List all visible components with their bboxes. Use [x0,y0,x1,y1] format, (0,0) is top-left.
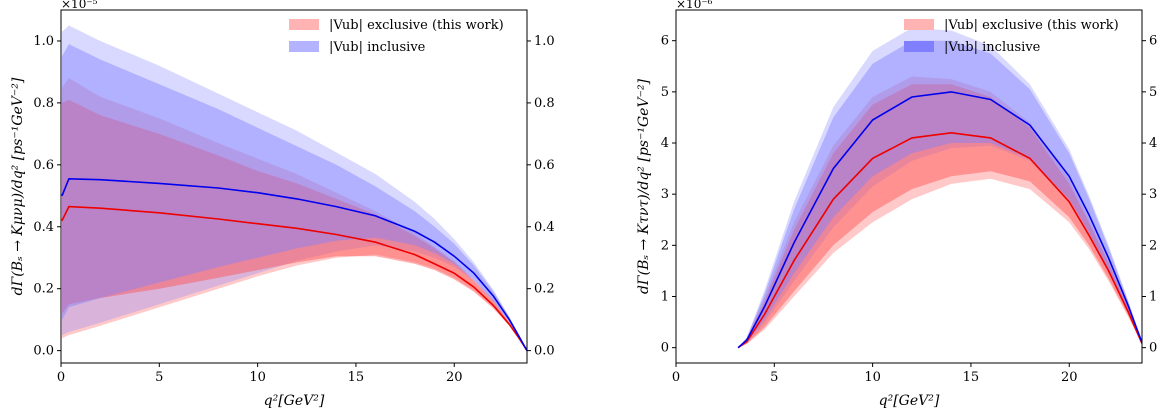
band-inner-series-1 [738,84,1142,348]
y-tick-label-left: 3 [661,187,669,202]
band-inner-series-2 [738,40,1142,348]
x-tick-label: 10 [864,370,881,385]
y-tick-label-right: 1 [1149,289,1157,304]
legend-swatch-1 [904,19,934,30]
line-series-1 [737,131,1142,349]
y-tick-label-right: 2 [1149,238,1157,253]
x-tick-label: 15 [963,370,980,385]
x-tick-label: 10 [249,370,266,385]
y-tick-label-left: 0.4 [33,220,54,235]
y-tick-label-left: 4 [661,136,669,151]
y-tick-label-right: 1.0 [534,34,555,49]
chart-panel-2: 0 5 10 15 200 01 12 23 34 45 56 6×10⁻⁶q²[GeV²]dΓ(Bₛ… [636,0,1157,409]
y-tick-label-left: 0.0 [33,344,54,359]
legend: |Vub| exclusive (this work) |Vub| inclusi… [904,18,1119,55]
x-tick-label: 0 [57,370,65,385]
y-tick-label-right: 0.0 [534,344,555,359]
plot-area [737,27,1142,349]
legend-label-2: |Vub| inclusive [944,40,1041,55]
chart-panel-1: 0 5 10 15 20 0.0 0.0 0.2 0.2 0.4 0.4 0.6 0.6 0.8 0.8 1.… [10,0,555,409]
y-multiplier-label: ×10⁻⁵ [61,0,98,11]
y-tick-label-right: 4 [1149,136,1157,151]
y-tick-label-right: 6 [1149,34,1157,49]
x-tick-label: 15 [348,370,365,385]
legend-swatch-1 [289,19,319,30]
y-tick-label-left: 1 [661,289,669,304]
line-series-1 [61,205,527,352]
legend-label-1: |Vub| exclusive (this work) [329,18,504,33]
y-tick-label-right: 0 [1149,341,1157,356]
line-series-2 [61,177,527,351]
band-inner-series-1 [62,99,527,351]
band-outer-series-1 [738,76,1142,348]
x-tick-label: 20 [1061,370,1078,385]
y-tick-label-right: 3 [1149,187,1157,202]
x-axis-label: q²[GeV²] [879,393,940,409]
legend-label-1: |Vub| exclusive (this work) [944,18,1119,33]
legend-swatch-2 [904,41,934,52]
x-tick-label: 20 [446,370,463,385]
y-tick-label-left: 0 [661,341,669,356]
y-tick-label-left: 1.0 [33,34,54,49]
y-tick-label-right: 0.8 [534,96,555,111]
band-outer-series-1 [62,78,527,351]
x-tick-label: 5 [770,370,778,385]
legend: |Vub| exclusive (this work) |Vub| inclusi… [289,18,504,55]
x-tick-label: 5 [155,370,163,385]
x-axis-label: q²[GeV²] [264,393,325,409]
y-tick-label-left: 0.8 [33,96,54,111]
y-tick-label-left: 6 [661,34,669,49]
y-tick-label-right: 0.4 [534,220,555,235]
band-outer-series-2 [738,27,1142,348]
y-tick-label-left: 0.2 [33,282,54,297]
plot-area [61,25,527,352]
axes-frame [675,9,1143,364]
y-tick-label-left: 2 [661,238,669,253]
y-tick-label-right: 0.2 [534,282,555,297]
y-tick-label-left: 0.6 [33,158,54,173]
y-tick-label-right: 5 [1149,85,1157,100]
y-tick-label-left: 5 [661,85,669,100]
legend-label-2: |Vub| inclusive [329,40,426,55]
y-axis-label: dΓ(Bₛ → Kτντ)/dq² [ps⁻¹GeV⁻²] [636,78,652,294]
y-tick-label-right: 0.6 [534,158,555,173]
y-axis-label: dΓ(Bₛ → Kμνμ)/dq² [ps⁻¹GeV⁻²] [10,77,26,295]
legend-swatch-2 [289,41,319,52]
band-outer-series-2 [62,25,527,351]
band-inner-series-2 [62,44,527,351]
y-multiplier-label: ×10⁻⁶ [676,0,713,11]
line-series-2 [737,91,1142,349]
axes-frame [60,9,528,364]
x-tick-label: 0 [672,370,680,385]
